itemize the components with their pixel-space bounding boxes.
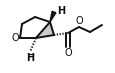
Polygon shape <box>50 11 55 22</box>
Text: H: H <box>56 6 65 16</box>
Text: H: H <box>26 53 34 63</box>
Text: O: O <box>64 48 71 58</box>
Text: O: O <box>75 16 82 26</box>
Polygon shape <box>36 22 54 38</box>
Text: O: O <box>11 33 19 43</box>
